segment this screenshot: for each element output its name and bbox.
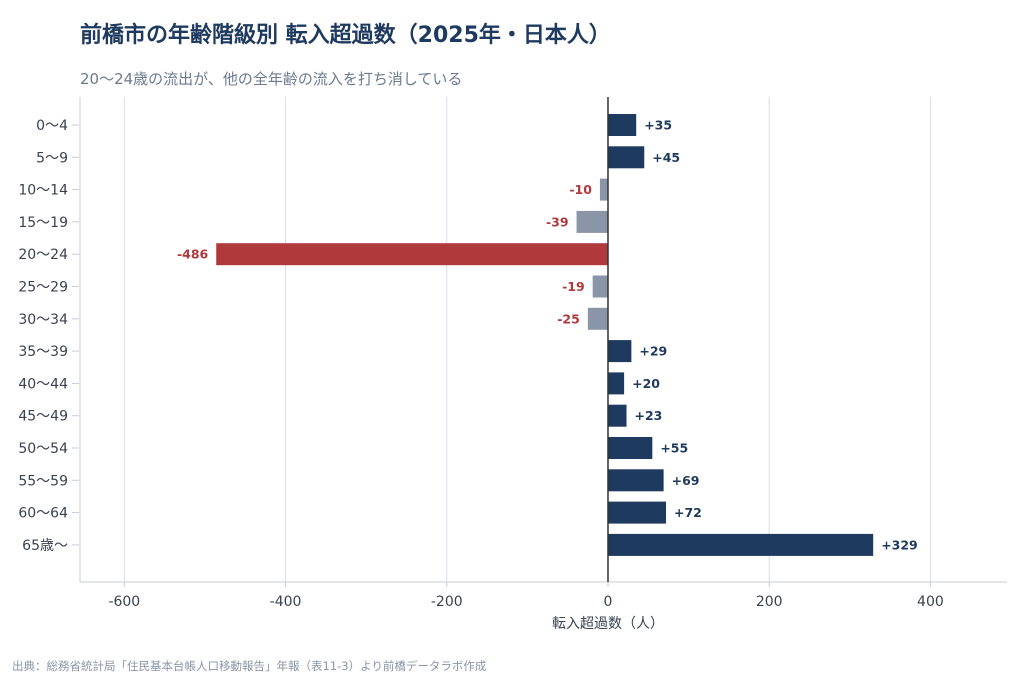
x-tick-label: -400	[270, 594, 302, 610]
bar	[599, 178, 608, 201]
bar	[607, 501, 667, 524]
data-label: -25	[557, 311, 580, 326]
data-label: -39	[546, 214, 569, 229]
bar	[576, 210, 608, 233]
category-label: 0〜4	[36, 118, 68, 134]
x-tick-label: -600	[108, 594, 140, 610]
data-label: +329	[881, 537, 918, 552]
data-label: +69	[672, 473, 700, 488]
data-label: +35	[644, 118, 672, 133]
category-label: 30〜34	[18, 312, 68, 328]
chart-subtitle: 20〜24歳の流出が、他の全年齢の流入を打ち消している	[80, 70, 463, 88]
bar	[216, 243, 608, 266]
source-note: 出典：総務省統計局「住民基本台帳人口移動報告」年報（表11-3）より前橋データラ…	[12, 659, 487, 673]
x-tick-label: 200	[756, 594, 783, 610]
data-label: +20	[632, 376, 660, 391]
bar	[587, 307, 608, 330]
x-tick-label: 0	[604, 594, 613, 610]
category-label: 25〜29	[18, 280, 68, 296]
category-label: 10〜14	[18, 183, 68, 199]
bar	[607, 469, 664, 492]
data-label: -19	[562, 279, 585, 294]
category-label: 35〜39	[18, 344, 68, 360]
chart-title: 前橋市の年齢階級別 転入超過数（2025年・日本人）	[80, 23, 611, 48]
category-label: 40〜44	[18, 376, 68, 392]
data-label: +55	[660, 441, 688, 456]
data-label: +45	[652, 150, 680, 165]
category-label: 50〜54	[18, 441, 68, 457]
category-label: 20〜24	[18, 247, 68, 263]
category-label: 55〜59	[18, 473, 68, 489]
data-label: -486	[177, 247, 209, 262]
category-label: 60〜64	[18, 506, 68, 522]
bar	[607, 533, 874, 556]
x-tick-label: 400	[917, 594, 944, 610]
x-axis-title: 転入超過数（人）	[552, 616, 664, 632]
category-label: 15〜19	[18, 215, 68, 231]
bar	[607, 146, 645, 169]
category-label: 5〜9	[36, 150, 68, 166]
bar	[607, 404, 627, 427]
data-label: +23	[635, 408, 663, 423]
bar	[607, 437, 653, 459]
data-label: -10	[569, 182, 592, 197]
bar	[607, 114, 637, 136]
x-tick-label: -200	[431, 594, 463, 610]
data-label: +72	[674, 505, 702, 520]
bar	[592, 275, 608, 298]
category-label: 45〜49	[18, 409, 68, 425]
category-label: 65歳〜	[22, 538, 68, 554]
bar	[607, 340, 632, 363]
data-label: +29	[639, 344, 667, 359]
bar	[607, 372, 625, 395]
